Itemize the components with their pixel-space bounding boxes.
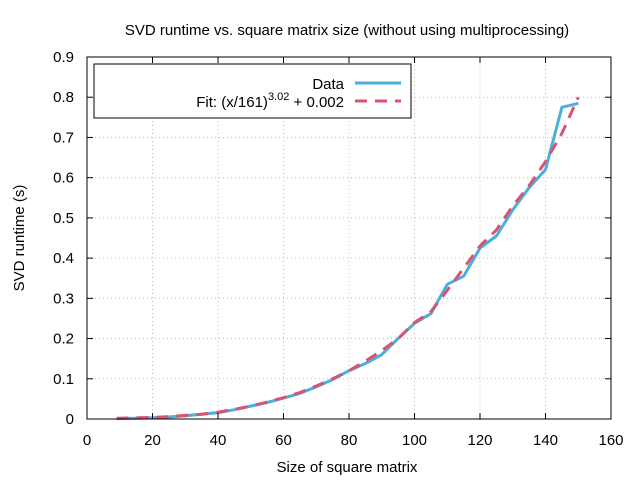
legend: Data Fit: (x/161)3.02 + 0.002 — [93, 63, 412, 119]
y-tick-label: 0.5 — [53, 210, 74, 227]
y-tick-label: 0.7 — [53, 129, 74, 146]
y-tick-label: 0.6 — [53, 170, 74, 187]
legend-label-data: Data — [312, 76, 344, 93]
x-tick-label: 100 — [402, 432, 427, 449]
y-tick-label: 0.2 — [53, 331, 74, 348]
x-axis-label: Size of square matrix — [277, 459, 418, 476]
x-tick-label: 40 — [210, 432, 227, 449]
x-tick-label: 60 — [275, 432, 292, 449]
legend-fit-text: Fit: (x/161) — [196, 94, 268, 111]
x-tick-label: 80 — [341, 432, 358, 449]
y-tick-label: 0.8 — [53, 89, 74, 106]
legend-fit-tail: + 0.002 — [289, 94, 344, 111]
legend-fit-exponent: 3.02 — [268, 91, 289, 103]
chart-title: SVD runtime vs. square matrix size (with… — [125, 22, 569, 39]
y-axis-label: SVD runtime (s) — [11, 185, 28, 292]
x-tick-label: 120 — [467, 432, 492, 449]
axis-ticks: 0 20 40 60 80 100 120 140 160 0 0.1 0.2 0.3 0.4 0.5 0.6… — [53, 49, 623, 449]
legend-label-fit: Fit: (x/161)3.02 + 0.002 — [196, 91, 344, 111]
y-tick-label: 0.4 — [53, 250, 74, 267]
y-tick-label: 0.9 — [53, 49, 74, 66]
y-tick-label: 0 — [66, 411, 74, 428]
series-line-data — [116, 101, 579, 421]
x-tick-label: 160 — [598, 432, 623, 449]
series-layer — [116, 96, 580, 421]
x-tick-label: 20 — [144, 432, 161, 449]
x-tick-label: 0 — [83, 432, 91, 449]
x-tick-label: 140 — [533, 432, 558, 449]
y-tick-label: 0.3 — [53, 290, 74, 307]
y-tick-label: 0.1 — [53, 371, 74, 388]
legend-box — [93, 63, 412, 119]
